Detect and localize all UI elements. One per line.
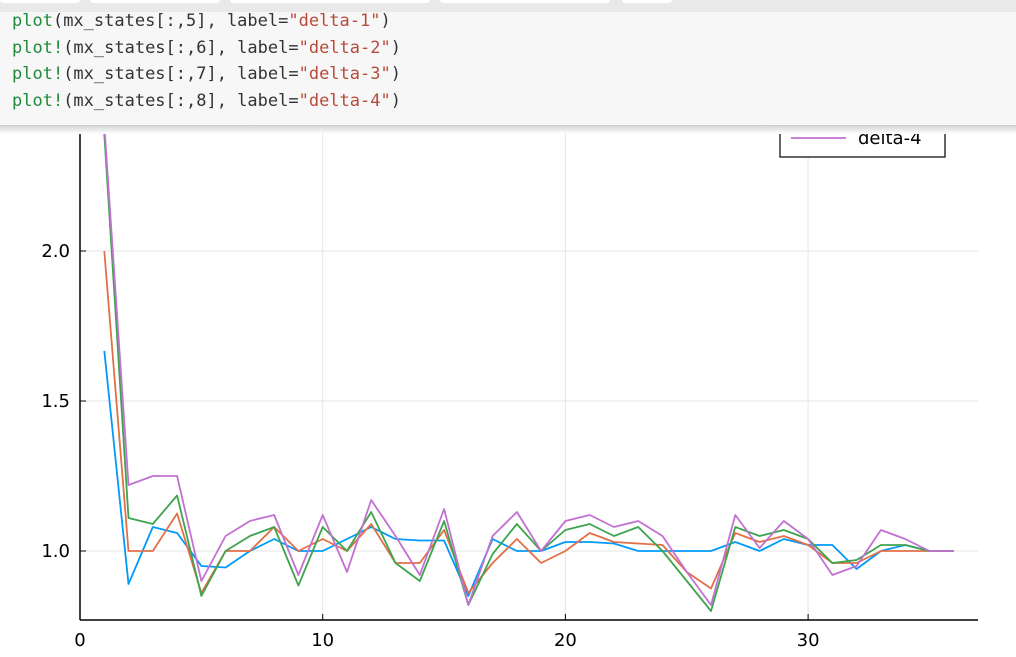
code-token: )	[390, 37, 401, 58]
toolbar-tab[interactable]	[230, 0, 430, 3]
code-token: )	[390, 90, 401, 111]
series-line-delta-3	[103, 133, 954, 612]
code-token: (mx_states[:,7], label=	[63, 64, 299, 84]
code-lines: plot(mx_states[:,5], label="delta-1") plo…	[12, 8, 1016, 114]
code-token: )	[390, 64, 401, 84]
code-line: plot!(mx_states[:,8], label="delta-4")	[12, 88, 1016, 115]
code-token: (mx_states[:,5], label=	[52, 11, 289, 31]
series-line-delta-4	[103, 124, 954, 606]
series-line-delta-2	[103, 250, 954, 594]
code-token: )	[380, 11, 391, 31]
x-tick-label: 30	[797, 630, 820, 651]
code-function-token: plot	[12, 11, 53, 31]
chart-tick-labels: 0 10 20 30 1.0 1.5 2.0	[41, 241, 819, 651]
y-tick-label: 2.0	[41, 241, 70, 262]
code-line: plot!(mx_states[:,7], label="delta-3")	[12, 61, 1016, 88]
code-token: (mx_states[:,8], label=	[63, 90, 299, 111]
code-function-token: plot!	[12, 37, 64, 58]
code-string-token: "delta-2"	[298, 37, 391, 58]
toolbar-tab[interactable]	[622, 0, 672, 3]
toolbar-tab[interactable]	[0, 0, 80, 3]
code-line: plot(mx_states[:,5], label="delta-1")	[12, 8, 1016, 35]
y-tick-label: 1.5	[41, 391, 70, 412]
code-string-token: "delta-3"	[298, 64, 391, 84]
x-tick-label: 10	[311, 630, 334, 651]
window-top-strip	[0, 0, 1016, 12]
chart-grid	[80, 125, 978, 620]
y-tick-label: 1.0	[41, 541, 70, 562]
toolbar-tab[interactable]	[90, 0, 220, 3]
code-string-token: "delta-4"	[298, 90, 391, 111]
toolbar-tab[interactable]	[440, 0, 610, 3]
output-divider	[0, 126, 1016, 134]
code-string-token: "delta-1"	[288, 11, 381, 31]
code-line: plot!(mx_states[:,6], label="delta-2")	[12, 35, 1016, 62]
chart-axes	[79, 125, 978, 621]
code-token: (mx_states[:,6], label=	[63, 37, 299, 58]
code-function-token: plot!	[12, 64, 64, 84]
x-tick-label: 0	[74, 630, 85, 651]
x-tick-label: 20	[554, 630, 577, 651]
chart-series	[103, 124, 954, 612]
code-cell-input[interactable]: plot(mx_states[:,5], label="delta-1") plo…	[0, 8, 1016, 126]
code-function-token: plot!	[12, 90, 64, 111]
